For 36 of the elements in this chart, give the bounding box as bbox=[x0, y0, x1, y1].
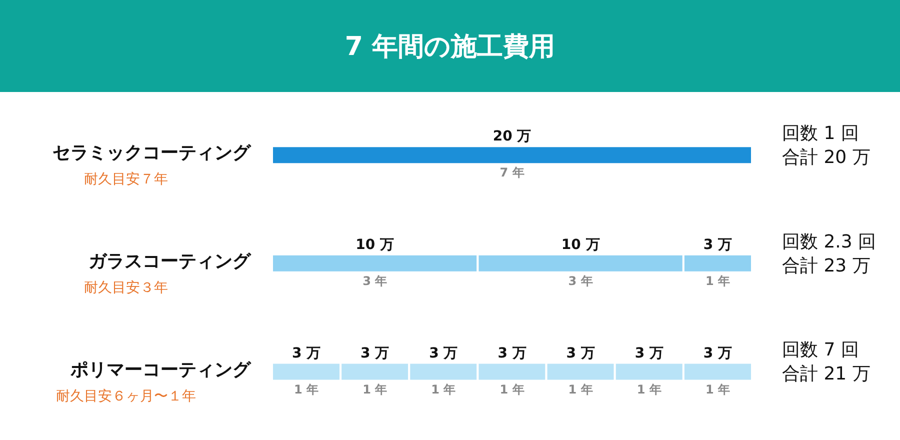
data-label: 1 年 bbox=[500, 382, 524, 396]
data-label: 1 年 bbox=[636, 382, 662, 396]
text: 回数 7 回 bbox=[782, 340, 859, 361]
bar bbox=[271, 145, 753, 166]
annotation: 3 万 bbox=[703, 237, 732, 253]
text: 合計 23 万 bbox=[782, 255, 870, 276]
data-label: 1 年 bbox=[705, 382, 730, 396]
text: 合計 21 万 bbox=[782, 364, 870, 385]
data-label: 1 年 bbox=[362, 382, 388, 396]
annotation: 3 万 bbox=[292, 345, 321, 362]
annotation: 10 万 bbox=[356, 237, 394, 253]
annotation: 3 万 bbox=[498, 345, 526, 362]
y-tick-label: ガラスコーティング bbox=[88, 251, 252, 272]
y-tick-label: ポリマーコーティング bbox=[70, 359, 252, 380]
data-label: 1 年 bbox=[568, 382, 593, 396]
data-label: 3 年 bbox=[362, 274, 388, 288]
data-label: 3 年 bbox=[568, 274, 593, 288]
data-label: 1 年 bbox=[705, 274, 730, 288]
data-label: 1 年 bbox=[431, 382, 456, 396]
annotation: 20 万 bbox=[492, 128, 532, 145]
text: 回数 1 回 bbox=[782, 123, 859, 144]
annotation: 3 万 bbox=[703, 345, 732, 362]
y-tick-label: セラミックコーティング bbox=[52, 142, 252, 164]
chart-title: 7 年間の施工費用 bbox=[0, 0, 900, 92]
annotation: 3 万 bbox=[360, 345, 390, 362]
annotation: 3 万 bbox=[566, 345, 595, 362]
data-label: 7 年 bbox=[500, 166, 524, 180]
text: 耐久目安７年 bbox=[84, 172, 168, 188]
text: 耐久目安３年 bbox=[84, 280, 168, 296]
annotation: 3 万 bbox=[634, 345, 664, 362]
annotation: 3 万 bbox=[429, 345, 458, 362]
text: 回数 2.3 回 bbox=[782, 231, 876, 252]
annotation: 10 万 bbox=[561, 237, 600, 253]
text: 耐久目安６ヶ月〜１年 bbox=[56, 388, 196, 404]
text: 合計 20 万 bbox=[782, 147, 870, 168]
data-label: 1 年 bbox=[294, 382, 319, 396]
